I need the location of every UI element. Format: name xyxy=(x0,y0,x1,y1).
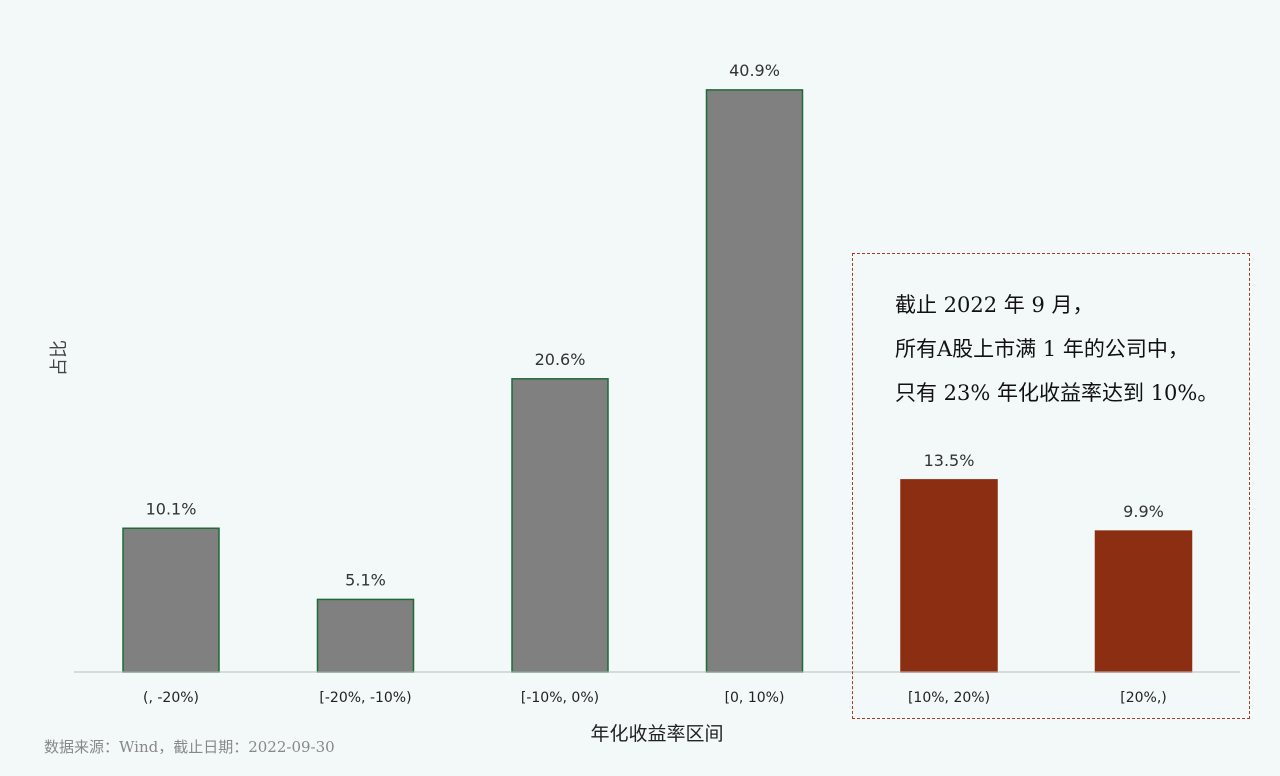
annotation-text: 截止 2022 年 9 月， 所有A股上市满 1 年的公司中， 只有 23% 年… xyxy=(895,283,1218,415)
x-tick-label-2: [-10%, 0%) xyxy=(521,690,599,706)
x-tick-label-3: [0, 10%) xyxy=(725,690,785,706)
bar-0 xyxy=(122,527,220,673)
x-tick-label-1: [-20%, -10%) xyxy=(319,690,411,706)
bar-2 xyxy=(511,378,609,673)
data-label-0: 10.1% xyxy=(146,499,197,518)
data-label-1: 5.1% xyxy=(345,570,386,589)
bar-3 xyxy=(705,89,804,673)
x-tick-label-5: [20%,) xyxy=(1120,690,1167,706)
x-tick-label-0: (, -20%) xyxy=(143,690,199,706)
highlight-box xyxy=(852,253,1250,719)
annotation-line-2: 所有A股上市满 1 年的公司中， xyxy=(895,337,1189,361)
bar-1 xyxy=(316,598,415,673)
x-tick-label-4: [10%, 20%) xyxy=(908,690,990,706)
x-axis-label: 年化收益率区间 xyxy=(590,723,724,745)
data-label-2: 20.6% xyxy=(535,350,586,369)
data-label-5: 9.9% xyxy=(1123,502,1164,521)
bar-4 xyxy=(900,479,998,673)
data-label-3: 40.9% xyxy=(729,61,780,80)
data-label-4: 13.5% xyxy=(924,451,975,470)
data-source-note: 数据来源：Wind，截止日期：2022-09-30 xyxy=(44,738,335,756)
annotation-line-1: 截止 2022 年 9 月， xyxy=(895,293,1094,317)
annotation-line-3: 只有 23% 年化收益率达到 10%。 xyxy=(895,381,1219,405)
y-axis-label: 占比 xyxy=(49,340,70,376)
bar-5 xyxy=(1094,530,1193,673)
